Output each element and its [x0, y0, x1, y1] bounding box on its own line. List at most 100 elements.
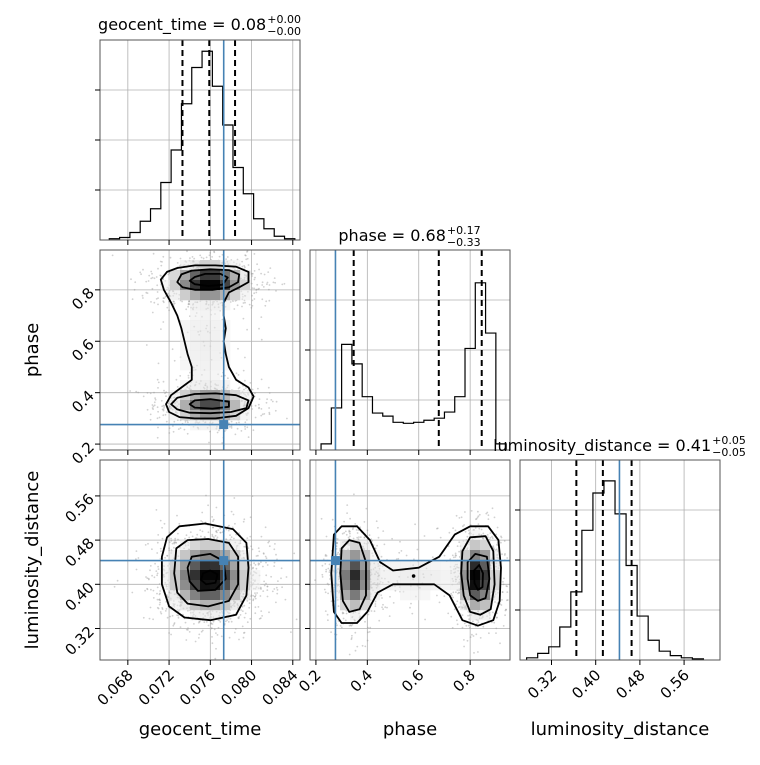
- density-cell: [210, 560, 220, 570]
- sample-point: [381, 597, 383, 599]
- sample-point: [176, 515, 178, 517]
- sample-point: [375, 548, 377, 550]
- sample-point: [177, 262, 179, 264]
- sample-point: [327, 568, 329, 570]
- sample-point: [343, 618, 345, 620]
- sample-point: [247, 258, 249, 260]
- sample-point: [181, 301, 183, 303]
- sample-point: [145, 281, 147, 283]
- sample-point: [258, 269, 260, 271]
- sample-point: [244, 266, 246, 268]
- sample-point: [217, 529, 219, 531]
- sample-point: [231, 511, 233, 513]
- sample-point: [465, 625, 467, 627]
- sample-point: [228, 525, 230, 527]
- sample-point: [492, 612, 494, 614]
- sample-point: [253, 562, 255, 564]
- density-cell: [210, 370, 220, 380]
- sample-point: [180, 626, 182, 628]
- sample-point: [163, 390, 165, 392]
- sample-point: [406, 555, 408, 557]
- sample-point: [257, 555, 259, 557]
- density-cell: [200, 300, 210, 310]
- density-cell: [200, 350, 210, 360]
- sample-point: [368, 614, 370, 616]
- sample-point: [255, 564, 257, 566]
- sample-point: [475, 633, 477, 635]
- sample-point: [272, 401, 274, 403]
- density-cell: [240, 290, 250, 300]
- sample-point: [156, 284, 158, 286]
- sample-point: [244, 357, 246, 359]
- sample-point: [276, 593, 278, 595]
- density-cell: [220, 580, 230, 590]
- sample-point: [265, 562, 267, 564]
- sample-point: [444, 555, 446, 557]
- sample-point: [170, 634, 172, 636]
- density-cell: [220, 380, 230, 390]
- sample-point: [207, 504, 209, 506]
- density-cell: [200, 360, 210, 370]
- sample-point: [199, 529, 201, 531]
- sample-point: [324, 589, 326, 591]
- sample-point: [258, 547, 260, 549]
- sample-point: [254, 612, 256, 614]
- sample-point: [162, 321, 164, 323]
- sample-point: [349, 535, 351, 537]
- sample-point: [251, 273, 253, 275]
- sample-point: [227, 256, 229, 258]
- sample-point: [454, 609, 456, 611]
- sample-point: [325, 569, 327, 571]
- sample-point: [502, 581, 504, 583]
- sample-point: [170, 538, 172, 540]
- sample-point: [250, 382, 252, 384]
- sample-point: [233, 538, 235, 540]
- sample-point: [153, 590, 155, 592]
- density-cell: [210, 330, 220, 340]
- sample-point: [143, 396, 145, 398]
- sample-point: [157, 411, 159, 413]
- sample-point: [255, 289, 257, 291]
- sample-point: [369, 627, 371, 629]
- sample-point: [260, 610, 262, 612]
- sample-point: [206, 621, 208, 623]
- sample-point: [221, 442, 223, 444]
- sample-point: [377, 527, 379, 529]
- sample-point: [157, 417, 159, 419]
- sample-point: [251, 295, 253, 297]
- density-cell: [220, 590, 230, 600]
- sample-point: [499, 642, 501, 644]
- sample-point: [130, 278, 132, 280]
- sample-point: [154, 563, 156, 565]
- sample-point: [396, 558, 398, 560]
- sample-point: [164, 557, 166, 559]
- sample-point: [165, 610, 167, 612]
- density-cell: [190, 340, 200, 350]
- sample-point: [261, 408, 263, 410]
- density-cell: [250, 570, 260, 580]
- sample-point: [243, 518, 245, 520]
- sample-point: [483, 538, 485, 540]
- sample-point: [208, 442, 210, 444]
- sample-point: [245, 387, 247, 389]
- sample-point: [166, 555, 168, 557]
- sample-point: [325, 591, 327, 593]
- sample-point: [168, 549, 170, 551]
- density-cell: [240, 580, 250, 590]
- sample-point: [164, 523, 166, 525]
- sample-point: [208, 625, 210, 627]
- sample-point: [203, 621, 205, 623]
- sample-point: [241, 430, 243, 432]
- sample-point: [269, 267, 271, 269]
- sample-point: [117, 580, 119, 582]
- sample-point: [200, 520, 202, 522]
- sample-point: [255, 292, 257, 294]
- sample-point: [157, 406, 159, 408]
- histogram-step: [321, 283, 506, 450]
- density-cell: [190, 380, 200, 390]
- sample-point: [472, 621, 474, 623]
- sample-point: [198, 634, 200, 636]
- density-cell: [190, 300, 200, 310]
- sample-point: [131, 592, 133, 594]
